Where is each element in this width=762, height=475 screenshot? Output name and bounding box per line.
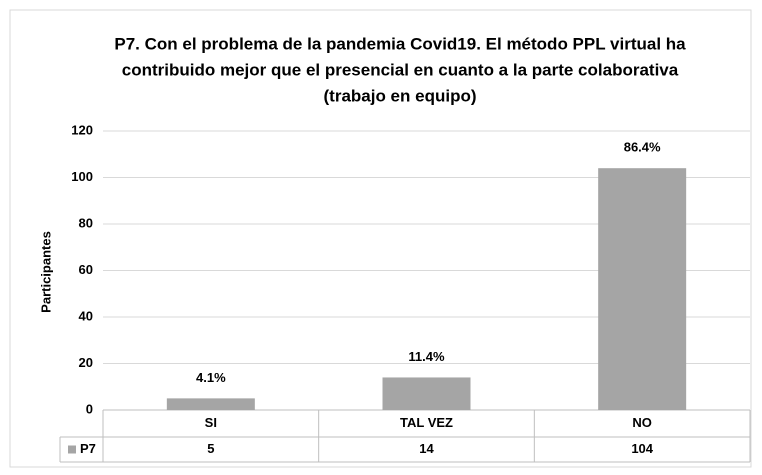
y-tick-label: 120	[71, 122, 93, 137]
chart-title: (trabajo en equipo)	[324, 86, 477, 105]
x-tick-label: NO	[632, 415, 652, 430]
table-value: 5	[207, 441, 214, 456]
y-axis-label: Participantes	[38, 231, 53, 313]
x-tick-label: TAL VEZ	[400, 415, 453, 430]
bar	[598, 168, 687, 410]
y-tick-label: 60	[79, 262, 93, 277]
y-tick-label: 0	[86, 401, 93, 416]
table-value: 14	[419, 441, 434, 456]
bar	[166, 398, 255, 410]
x-tick-label: SI	[205, 415, 217, 430]
annotation: 4.1%	[196, 370, 226, 385]
y-tick-label: 40	[79, 308, 93, 323]
y-tick-label: 80	[79, 215, 93, 230]
annotation: 86.4%	[624, 140, 661, 155]
legend-label: P7	[80, 441, 96, 456]
bar	[382, 377, 471, 410]
legend-key	[68, 445, 76, 454]
chart-title: contribuido mejor que el presencial en c…	[122, 60, 679, 79]
chart-title: P7. Con el problema de la pandemia Covid…	[114, 34, 686, 53]
annotation: 11.4%	[408, 349, 445, 364]
y-tick-label: 100	[71, 169, 93, 184]
table-value: 104	[631, 441, 653, 456]
y-tick-label: 20	[79, 355, 93, 370]
